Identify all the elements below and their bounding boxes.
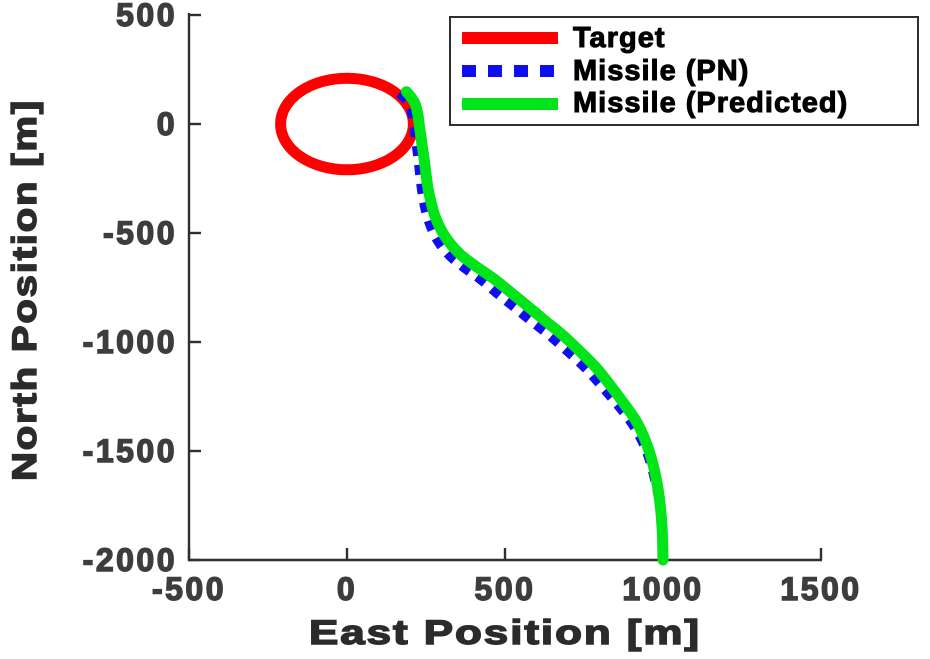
series-missile-predicted bbox=[400, 86, 669, 566]
x-tick-label: 1000 bbox=[622, 571, 703, 607]
x-axis-title: East Position [m] bbox=[309, 614, 701, 652]
y-tick-label: -2000 bbox=[83, 542, 177, 578]
legend-row-missile-predicted: Missile (Predicted) bbox=[462, 87, 917, 120]
y-tick-label: -1000 bbox=[83, 324, 177, 360]
y-tick-label: -500 bbox=[103, 215, 177, 251]
x-tick-label: 1500 bbox=[780, 571, 861, 607]
legend-swatch-missile-pn bbox=[462, 65, 558, 77]
x-tick-label: -500 bbox=[152, 571, 226, 607]
y-tick-label: 500 bbox=[116, 0, 177, 33]
legend-label-missile-predicted: Missile (Predicted) bbox=[572, 87, 849, 120]
legend-row-missile-pn: Missile (PN) bbox=[462, 54, 917, 87]
legend: Target Missile (PN) Missile (Predicted) bbox=[449, 16, 919, 126]
y-tick-label: -1500 bbox=[83, 433, 177, 469]
x-tick-label: 0 bbox=[337, 571, 357, 607]
legend-label-missile-pn: Missile (PN) bbox=[572, 54, 750, 87]
series-target bbox=[275, 72, 419, 176]
axes: -500 0 500 1000 1500 500 0 -500 -1000 -1500 -2000 bbox=[82, 0, 861, 608]
legend-swatch-target bbox=[462, 32, 558, 45]
y-axis-title: North Position [m] bbox=[6, 99, 44, 481]
legend-swatch-missile-predicted bbox=[462, 97, 558, 110]
series-layer bbox=[275, 72, 669, 566]
x-tick-label: 500 bbox=[475, 571, 536, 607]
series-missile-pn bbox=[396, 90, 668, 561]
legend-row-target: Target bbox=[462, 21, 917, 54]
legend-label-target: Target bbox=[572, 21, 666, 54]
y-tick-label: 0 bbox=[157, 106, 177, 142]
